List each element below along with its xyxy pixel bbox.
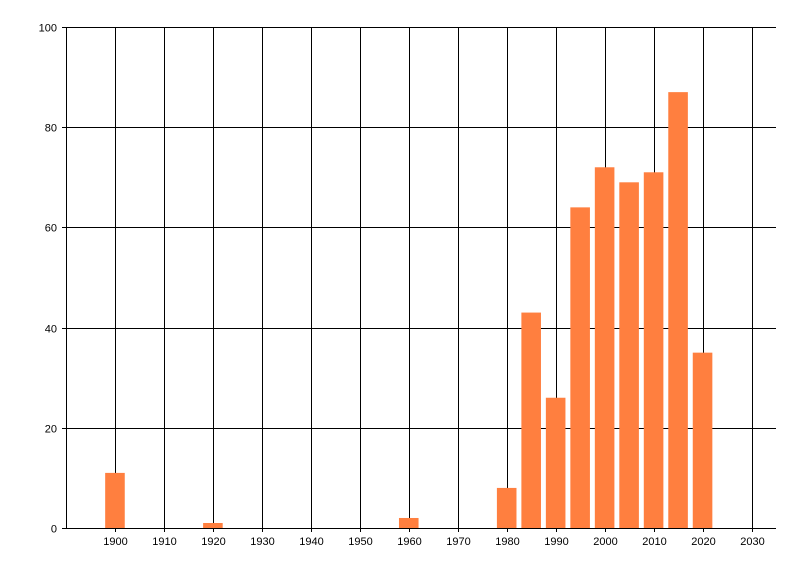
x-tick-label: 1980 [495,536,519,548]
y-tick-label: 0 [51,524,57,536]
y-tick-label: 40 [45,324,57,336]
x-tick-label: 1910 [152,536,176,548]
y-tick-label: 20 [45,424,57,436]
bar [692,352,713,528]
tick-labels: 1900 1910 1920 1930 1940 1950 1960 1970 1980 1990… [39,23,765,549]
bar [594,167,615,528]
x-tick-label: 1960 [397,536,421,548]
x-tick-label: 2020 [691,536,715,548]
x-tick-label: 1920 [201,536,225,548]
grid-lines [62,27,776,532]
bar [521,312,541,528]
x-tick-label: 1990 [544,536,568,548]
x-tick-label: 1930 [250,536,274,548]
axes [66,27,776,529]
bar [619,182,639,528]
bar [203,522,223,528]
bar [545,397,566,528]
bar [570,207,590,529]
x-tick-label: 1950 [348,536,372,548]
bar [668,92,688,528]
bar [105,472,125,528]
x-tick-label: 1900 [103,536,127,548]
y-tick-label: 100 [39,23,57,35]
x-tick-label: 2030 [740,536,764,548]
x-tick-label: 1940 [299,536,323,548]
x-tick-label: 2010 [642,536,666,548]
y-tick-label: 60 [45,223,57,235]
bar [643,172,664,529]
y-tick-label: 80 [45,123,57,135]
x-tick-label: 1970 [446,536,470,548]
bar [496,487,517,528]
bar [398,517,419,528]
x-tick-label: 2000 [593,536,617,548]
bars [105,92,713,529]
